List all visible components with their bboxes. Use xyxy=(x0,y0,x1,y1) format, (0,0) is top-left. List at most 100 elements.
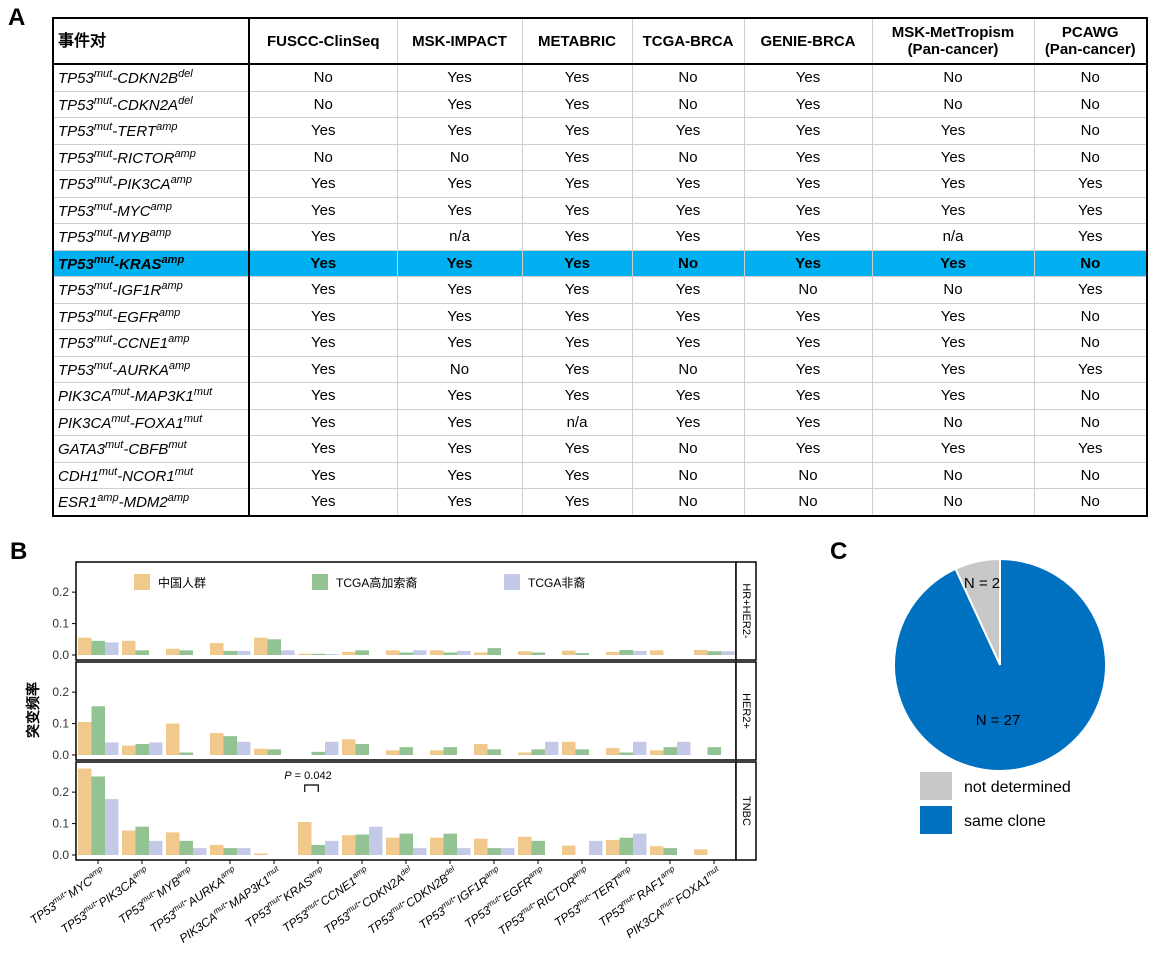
gene-name: PIK3CA xyxy=(117,176,171,194)
y-tick-label: 0.1 xyxy=(52,717,69,731)
header-line: GENIE-BRCA xyxy=(760,32,856,50)
value-cell: No xyxy=(631,355,745,383)
separator: - xyxy=(59,885,70,899)
table-body: TP53mut-CDKN2Bdel No Yes Yes No Yes No No TP53mu… xyxy=(52,63,1148,516)
y-tick-label: 0.1 xyxy=(52,617,69,631)
bar xyxy=(298,653,312,655)
gene-name: PIK3CA xyxy=(58,388,112,406)
value-cell: No xyxy=(871,461,1035,489)
bar xyxy=(254,637,268,655)
event-pair-cell: CDH1mut-NCOR1mut xyxy=(52,461,250,489)
bar xyxy=(267,639,281,655)
bar xyxy=(650,846,664,855)
value-cell: Yes xyxy=(248,249,398,277)
separator: - xyxy=(628,887,639,901)
bar xyxy=(487,648,501,655)
gene-name: EGFR xyxy=(117,308,159,326)
gene-alteration: mut xyxy=(104,439,124,452)
value-cell: No xyxy=(1033,488,1148,516)
bar xyxy=(606,651,620,655)
value-cell: Yes xyxy=(521,90,633,118)
bar xyxy=(281,650,295,655)
value-cell: Yes xyxy=(743,249,873,277)
gene-alteration: amp xyxy=(350,864,368,881)
gene-alteration: amp xyxy=(156,121,178,134)
bar xyxy=(355,834,369,855)
value-cell: Yes xyxy=(871,382,1035,410)
bar xyxy=(430,650,444,655)
bar xyxy=(518,836,532,855)
value-cell: No xyxy=(396,355,523,383)
facet-strip xyxy=(735,561,757,661)
value-cell: No xyxy=(248,63,398,92)
value-cell: Yes xyxy=(396,249,523,277)
value-cell: Yes xyxy=(743,90,873,118)
event-pair-cell: GATA3mut-CBFBmut xyxy=(52,435,250,463)
bar xyxy=(518,752,532,755)
bar xyxy=(619,649,633,655)
gene-name: ESR1 xyxy=(58,494,98,512)
value-cell: No xyxy=(248,143,398,171)
bar xyxy=(105,799,119,855)
gene-alteration: amp xyxy=(306,864,324,881)
bar xyxy=(311,653,325,655)
facet-label: TNBC xyxy=(740,796,752,826)
legend-swatch xyxy=(504,574,520,590)
bar xyxy=(650,750,664,755)
bar xyxy=(91,640,105,655)
bar xyxy=(650,650,664,655)
value-cell: Yes xyxy=(743,170,873,198)
bar xyxy=(633,833,647,855)
bar xyxy=(179,752,193,755)
bar xyxy=(254,853,268,855)
gene-alteration: amp xyxy=(161,253,185,266)
value-cell: Yes xyxy=(1033,355,1148,383)
legend-label: TCGA高加索裔 xyxy=(336,575,417,590)
bar xyxy=(369,826,383,855)
gene-alteration: amp xyxy=(570,864,588,881)
gene-name: FOXA1 xyxy=(134,414,184,432)
value-cell: Yes xyxy=(871,249,1035,277)
value-cell: Yes xyxy=(248,276,398,304)
bar xyxy=(399,833,413,855)
header-dataset: MSK-MetTropism (Pan-cancer) xyxy=(871,17,1035,65)
event-pair-cell: ESR1amp-MDM2amp xyxy=(52,488,250,516)
value-cell: Yes xyxy=(1033,196,1148,224)
table-row: PIK3CAmut-FOXA1mut Yes Yes n/a Yes Yes No No xyxy=(52,408,1148,436)
gene-name: PIK3CA xyxy=(623,905,666,941)
gene-name: TP53 xyxy=(58,96,94,114)
bar xyxy=(457,848,471,855)
value-cell: Yes xyxy=(743,63,873,92)
bar xyxy=(386,750,400,755)
value-cell: Yes xyxy=(396,329,523,357)
gene-name: TP53 xyxy=(58,335,94,353)
value-cell: Yes xyxy=(521,461,633,489)
value-cell: Yes xyxy=(521,382,633,410)
value-cell: Yes xyxy=(248,329,398,357)
bar xyxy=(78,637,92,655)
value-cell: Yes xyxy=(396,302,523,330)
event-pair-table: 事件对 FUSCC-ClinSeq MSK-IMPACT METABRIC TCGA-B… xyxy=(52,17,1148,517)
bar xyxy=(193,848,207,855)
bar xyxy=(413,650,427,655)
bar xyxy=(575,749,589,755)
value-cell: Yes xyxy=(521,196,633,224)
bar xyxy=(135,826,149,855)
bar xyxy=(149,742,163,755)
bar xyxy=(311,751,325,755)
bar xyxy=(78,768,92,855)
value-cell: Yes xyxy=(521,63,633,92)
separator: - xyxy=(583,888,594,902)
y-tick-label: 0.0 xyxy=(52,848,69,862)
table-row: PIK3CAmut-MAP3K1mut Yes Yes Yes Yes Yes Yes No xyxy=(52,382,1148,410)
gene-alteration: amp xyxy=(658,864,676,881)
bar xyxy=(443,833,457,855)
value-cell: Yes xyxy=(248,196,398,224)
bar xyxy=(619,752,633,755)
bar xyxy=(633,650,647,655)
y-tick-label: 0.1 xyxy=(52,817,69,831)
gene-name: TP53 xyxy=(58,308,94,326)
bar xyxy=(355,744,369,755)
value-cell: Yes xyxy=(396,117,523,145)
gene-name: PIK3CA xyxy=(177,910,220,946)
